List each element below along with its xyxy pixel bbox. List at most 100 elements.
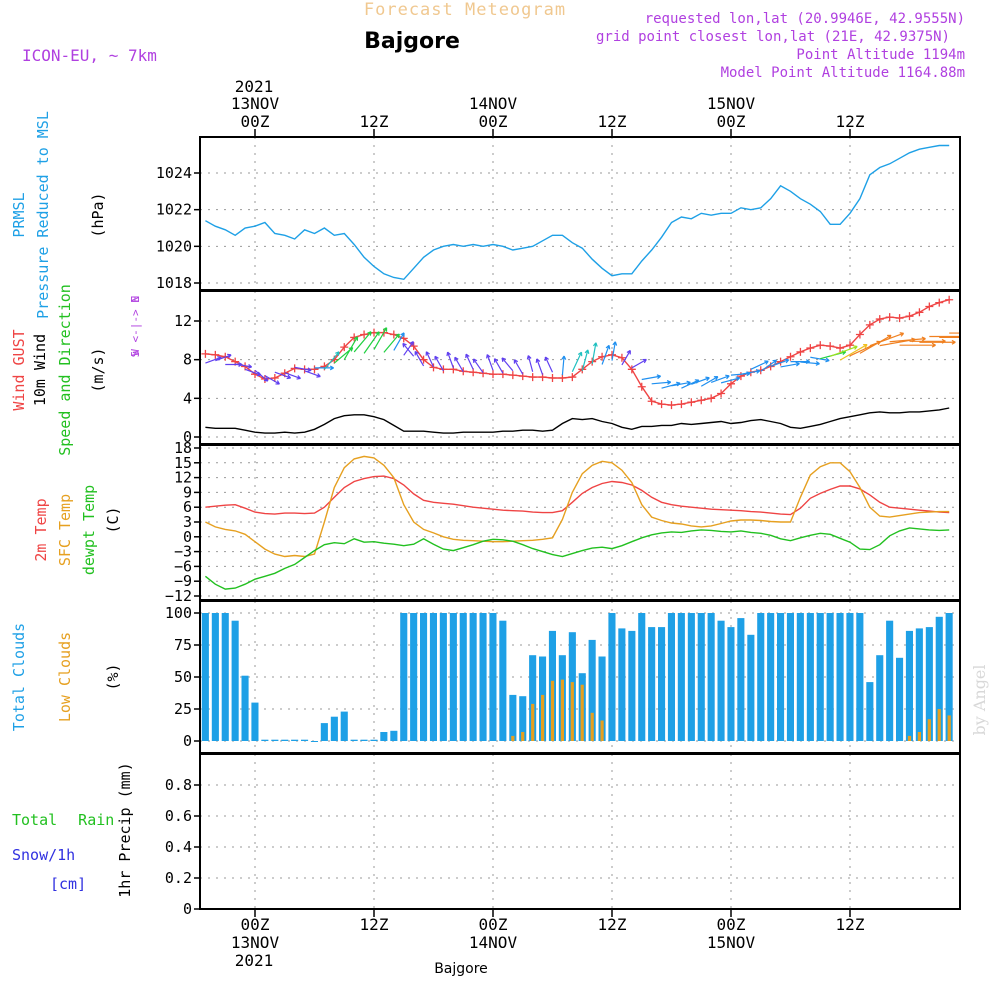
wind-arrow <box>434 355 444 372</box>
panel-frame-4 <box>199 753 961 910</box>
wind-arrow <box>501 357 514 372</box>
bottom-time-label-3: 12Z <box>598 915 627 934</box>
gust-marker <box>736 372 745 381</box>
total-cloud-bar <box>449 613 457 741</box>
total-cloud-bar <box>221 613 229 741</box>
gust-marker <box>548 374 557 383</box>
ytick-label-3-4: 100 <box>165 604 192 622</box>
wind-arrow <box>899 342 936 348</box>
gust-marker <box>855 330 864 339</box>
wind-arrow <box>493 358 504 374</box>
gust-marker <box>895 314 904 323</box>
total-cloud-bar <box>757 613 765 741</box>
total-cloud-bar <box>836 613 844 741</box>
total-cloud-bar <box>628 630 636 741</box>
total-cloud-bar <box>717 620 725 741</box>
gust-marker <box>935 298 944 307</box>
total-cloud-bar <box>866 682 874 741</box>
gust-marker <box>310 365 319 374</box>
top-date-label-4: 15NOV <box>707 94 756 113</box>
bottom-time-label-5: 12Z <box>836 915 865 934</box>
snow-label: Snow/1h <box>12 846 75 864</box>
panel-frame-0 <box>199 136 961 291</box>
ytick-label-3-2: 50 <box>174 668 192 686</box>
wind-arrow <box>235 363 253 369</box>
top-time-label-5: 12Z <box>836 112 865 131</box>
gust-marker <box>786 352 795 361</box>
total-cloud-bar <box>499 620 507 741</box>
wind-arrow <box>710 374 730 383</box>
cloud-labels: Total Clouds Low Clouds (%) <box>10 623 122 731</box>
top-time-label-4: 00Z <box>717 112 746 131</box>
total-cloud-bar <box>479 613 487 741</box>
ytick-label-3-1: 25 <box>174 700 192 718</box>
total-cloud-bar <box>935 616 943 741</box>
wind-arrow <box>254 369 269 382</box>
wind-arrow <box>343 336 359 360</box>
wind-arrow <box>750 360 769 370</box>
panel-frame-top-4 <box>199 753 961 910</box>
temp-unit: (C) <box>104 506 122 533</box>
wind-arrow <box>780 361 800 368</box>
pressure-label-2: Pressure Reduced to MSL <box>34 111 52 319</box>
top-time-label-0: 00Z <box>241 112 270 131</box>
total-cloud-bar <box>459 613 467 741</box>
total-cloud-bar <box>648 627 656 741</box>
wind-arrow <box>760 359 778 372</box>
gust-marker <box>627 365 636 374</box>
wind-label-2: 10m Wind <box>31 334 49 406</box>
precip-unit: 1hr Precip (mm) <box>116 762 134 897</box>
cloud-unit: (%) <box>104 663 122 690</box>
gust-marker <box>687 398 696 407</box>
panel-4: 0 0.2 0.4 0.6 0.8 <box>165 753 961 918</box>
gust-marker <box>836 344 845 353</box>
total-cloud-bar <box>846 613 854 741</box>
wind-arrow <box>919 339 956 345</box>
low-cloud-bar <box>531 703 535 741</box>
location-title: Bajgore <box>364 29 460 54</box>
total-cloud-bar <box>429 613 437 741</box>
ytick-label-2-9: 15 <box>174 454 192 472</box>
wind-arrow <box>544 356 554 373</box>
total-cloud-bar <box>856 613 864 741</box>
total-cloud-bar <box>281 739 289 741</box>
bottom-time-label-4: 00Z <box>717 915 746 934</box>
ytick-label-0-1: 1020 <box>156 237 192 255</box>
wind-unit: (m/s) <box>89 347 107 392</box>
ytick-label-2-10: 18 <box>174 439 192 457</box>
gust-marker <box>667 401 676 410</box>
total-cloud-bar <box>915 628 923 741</box>
total-cloud-bar <box>201 613 209 741</box>
wind-arrow <box>770 358 790 367</box>
wind-arrow <box>363 331 380 354</box>
wind-label-3: Speed and Direction <box>56 284 74 456</box>
wind-arrow <box>561 355 567 376</box>
wind-arrow <box>373 327 388 350</box>
wind-label-1: Wind GUST <box>10 329 28 410</box>
gust-marker <box>796 347 805 356</box>
wind-arrow <box>949 332 960 334</box>
gust-marker <box>816 341 825 350</box>
total-cloud-bar <box>777 613 785 741</box>
total-cloud-bar <box>667 613 675 741</box>
wind-10m-line <box>205 407 950 434</box>
wind-arrow <box>651 380 672 385</box>
total-cloud-bar <box>697 613 705 741</box>
total-cloud-bar <box>301 739 309 741</box>
wind-arrow <box>294 366 312 373</box>
wind-arrow <box>304 370 321 378</box>
wind-arrow <box>513 359 524 375</box>
total-cloud-bar <box>420 613 428 741</box>
total-cloud-bar <box>350 739 358 741</box>
wind-arrow <box>486 354 494 371</box>
wind-arrow <box>403 341 414 356</box>
top-time-label-3: 12Z <box>598 112 627 131</box>
low-cloud-bar <box>541 694 545 741</box>
low-cloud-bar <box>570 682 574 741</box>
low-cloud-bar <box>917 732 921 741</box>
compass-south: S <box>129 351 142 358</box>
ytick-label-2-3: −3 <box>174 543 192 561</box>
total-cloud-bar <box>360 739 368 741</box>
total-cloud-bar <box>638 613 646 741</box>
